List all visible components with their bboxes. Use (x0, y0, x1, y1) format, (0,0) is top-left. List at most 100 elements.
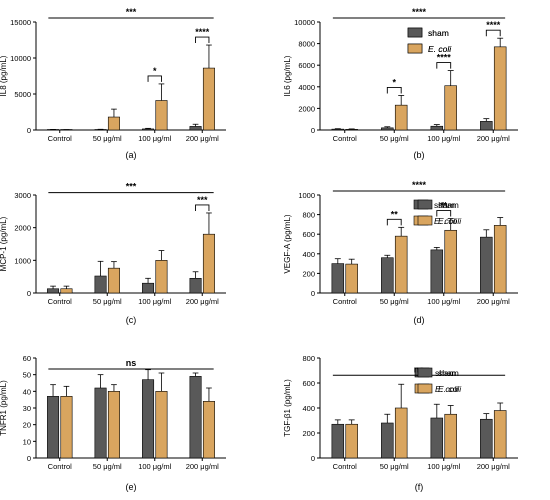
legend-label: sham (438, 368, 459, 378)
bar (331, 263, 345, 294)
y-tick-label: 0 (311, 126, 315, 135)
x-tick-label: Control (48, 462, 73, 471)
bar (430, 417, 444, 459)
y-tick-label: 1000 (14, 256, 31, 265)
panel-label: (e) (126, 482, 137, 492)
bar (444, 229, 457, 294)
y-tick-label: 400 (302, 250, 315, 259)
bar (381, 127, 394, 131)
y-tick-label: 0 (27, 289, 31, 298)
x-tick-label: 100 μg/ml (427, 134, 460, 143)
bar (444, 413, 457, 459)
trend-label: *** (126, 182, 137, 192)
bar (107, 391, 120, 459)
significance-label: * (392, 77, 396, 87)
legend-label: E. coli (435, 384, 459, 394)
bar (394, 104, 408, 131)
significance-label: **** (195, 27, 210, 37)
bar (493, 225, 507, 294)
trend-label: *** (126, 7, 137, 17)
y-tick-label: 3000 (14, 191, 31, 200)
y-tick-label: 600 (302, 230, 315, 239)
significance-bracket (436, 210, 452, 217)
y-tick-label: 15000 (10, 18, 31, 27)
x-tick-label: 200 μg/ml (186, 297, 219, 306)
x-tick-label: 200 μg/ml (477, 462, 510, 471)
y-tick-label: 200 (302, 429, 315, 438)
bar (142, 128, 155, 131)
bar (94, 275, 107, 294)
bar (107, 116, 120, 131)
y-tick-label: 600 (302, 379, 315, 388)
bar (202, 233, 215, 294)
bar (345, 129, 358, 131)
y-tick-label: 5000 (14, 90, 31, 99)
significance-bracket (195, 36, 210, 44)
legend-label: sham (428, 28, 449, 38)
bar (345, 423, 358, 459)
legend-swatch (417, 383, 433, 394)
significance-bracket (485, 29, 501, 37)
significance-bracket (195, 204, 210, 211)
bar (155, 260, 168, 294)
legend-label: E. coli (428, 44, 452, 54)
y-tick-label: 60 (23, 354, 31, 363)
bar (430, 249, 444, 294)
significance-label: **** (486, 20, 501, 30)
bar (142, 379, 155, 459)
legend-label: E. coli (438, 216, 462, 226)
bar (155, 100, 168, 131)
bar (60, 288, 73, 294)
legend-label: E. coli (428, 44, 452, 54)
chart-panel: 0 2000 4000 6000 8000 10000 IL6 (pg/mL) Control… (283, 7, 518, 160)
trend-label: **** (412, 7, 427, 17)
bar (430, 125, 444, 131)
chart-panel: 0 5000 10000 15000 IL8 (pg/mL) Control 50 μg/m… (0, 7, 452, 160)
y-axis-label: IL8 (pg/mL) (0, 55, 8, 96)
bar (345, 263, 358, 294)
y-tick-label: 10000 (294, 18, 315, 27)
x-tick-label: 200 μg/ml (477, 297, 510, 306)
y-tick-label: 4000 (298, 83, 315, 92)
x-tick-label: 100 μg/ml (427, 462, 460, 471)
significance-label: *** (197, 195, 208, 205)
x-tick-label: 200 μg/ml (186, 462, 219, 471)
legend-label: E. coli (438, 384, 462, 394)
y-tick-label: 8000 (298, 40, 315, 49)
legend-label: E. coli (434, 216, 458, 226)
x-tick-label: 50 μg/ml (93, 462, 122, 471)
bar (189, 126, 202, 131)
x-tick-label: 50 μg/ml (93, 134, 122, 143)
x-tick-label: Control (333, 297, 358, 306)
x-tick-label: Control (48, 297, 73, 306)
bar (394, 407, 408, 459)
significance-label: * (153, 66, 157, 76)
y-tick-label: 200 (302, 269, 315, 278)
chart-panel: 0 200 400 600 800 TGF-β1 (pg/mL) Control 50 μg/… (283, 354, 518, 492)
panel-label: (a) (126, 150, 137, 160)
bar (189, 277, 202, 294)
bar (493, 46, 507, 131)
panel-label: (c) (126, 315, 137, 325)
legend-swatch (407, 27, 423, 38)
bar (107, 267, 120, 294)
significance-label: ** (440, 201, 448, 211)
bar (480, 236, 493, 294)
bar (331, 423, 345, 459)
bar (142, 282, 155, 294)
y-tick-label: 0 (27, 126, 31, 135)
bar (394, 235, 408, 294)
x-tick-label: 200 μg/ml (477, 134, 510, 143)
legend-label: sham (428, 28, 449, 38)
significance-bracket (147, 75, 162, 82)
y-tick-label: 800 (302, 354, 315, 363)
y-tick-label: 1000 (298, 191, 315, 200)
bar (381, 422, 394, 459)
x-tick-label: 50 μg/ml (93, 297, 122, 306)
legend-label: sham (435, 368, 456, 378)
legend-swatch (407, 43, 423, 54)
chart-panel: 0 10 20 30 40 50 60 TNFR1 (pg/mL) Control 50 μg/m… (0, 354, 459, 492)
bar (444, 85, 457, 131)
y-axis-label: IL6 (pg/mL) (283, 55, 292, 96)
